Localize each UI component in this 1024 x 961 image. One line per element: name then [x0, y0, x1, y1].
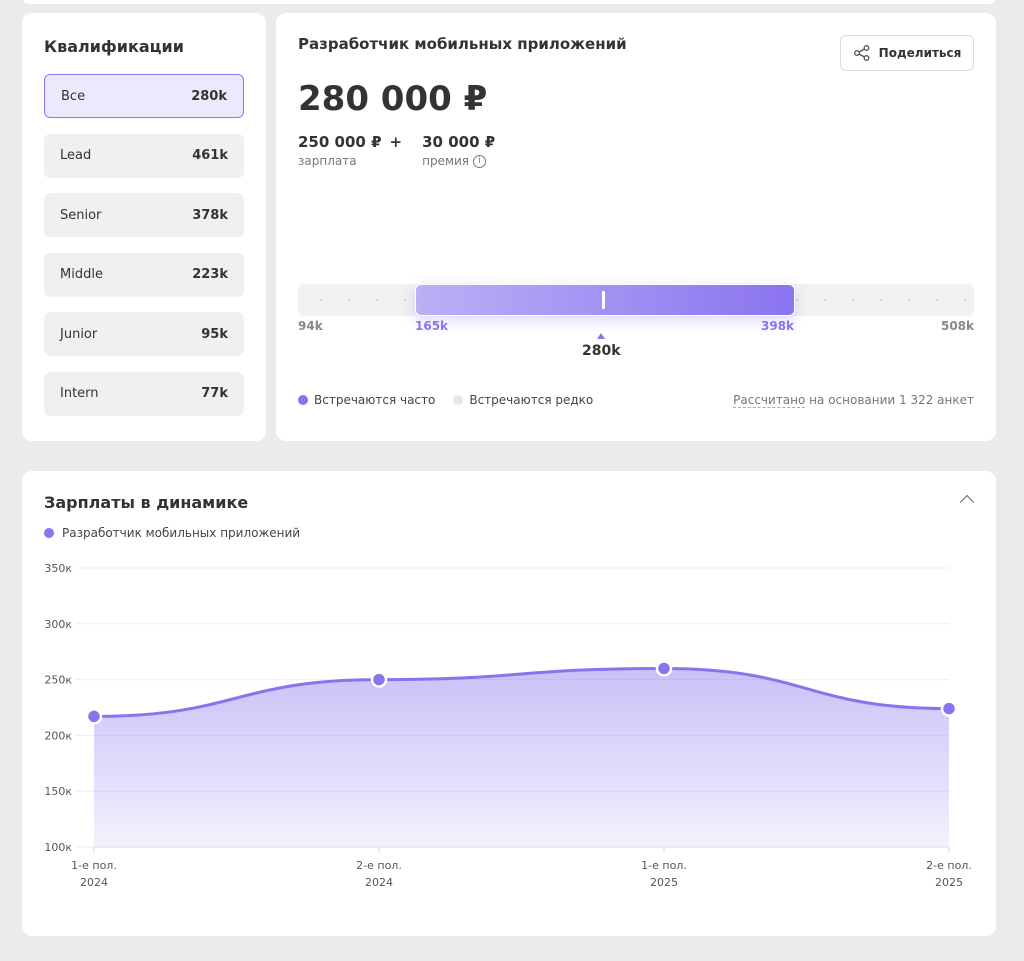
qualification-middle[interactable]: Middle 223k	[44, 252, 244, 297]
frequent-range	[415, 284, 795, 316]
data-point	[655, 660, 673, 677]
bar-dot	[852, 299, 854, 301]
bonus: 30 000 ₽	[422, 133, 496, 151]
x-tick-label: 2024	[80, 876, 108, 889]
median-marker	[602, 291, 605, 309]
bar-dot	[320, 299, 322, 301]
data-point	[85, 708, 103, 725]
qualification-junior[interactable]: Junior 95k	[44, 312, 244, 356]
x-tick-label: 2025	[935, 876, 963, 889]
bar-dot	[376, 299, 378, 301]
x-tick-label: 1-е пол.	[641, 859, 687, 872]
range-min: 94k	[298, 319, 323, 333]
qualification-lead[interactable]: Lead 461k	[44, 133, 244, 178]
y-tick-label: 100к	[44, 841, 72, 854]
bar-dot	[796, 299, 798, 301]
job-title: Разработчик мобильных приложений	[298, 35, 627, 53]
range-high: 398k	[761, 319, 795, 333]
median-label: 280k	[582, 333, 621, 359]
x-tick-label: 1-е пол.	[71, 859, 117, 872]
bar-dot	[348, 299, 350, 301]
x-tick-label: 2-е пол.	[926, 859, 972, 872]
base-salary: 250 000 ₽	[298, 133, 382, 151]
y-tick-label: 300к	[44, 618, 72, 631]
y-tick-label: 200к	[44, 729, 72, 742]
total-salary: 280 000 ₽	[298, 79, 488, 119]
top-card	[22, 0, 996, 4]
bar-dot	[880, 299, 882, 301]
series-area	[94, 668, 949, 847]
data-point	[940, 700, 958, 717]
y-tick-label: 150к	[44, 785, 72, 798]
dynamics-title: Зарплаты в динамике	[44, 493, 249, 512]
bar-dot	[936, 299, 938, 301]
series-dot	[44, 528, 54, 538]
qualification-все[interactable]: Все 280k	[44, 74, 244, 118]
range-low: 165k	[415, 319, 449, 333]
bar-dot	[824, 299, 826, 301]
bar-dot	[404, 299, 406, 301]
data-point	[370, 671, 388, 688]
salary-chart: 100к 150к 200к 250к 300к 350к 1-е пол. 2024 2-е …	[44, 562, 972, 889]
series-line	[93, 666, 950, 718]
bar-dot	[908, 299, 910, 301]
x-tick-label: 2024	[365, 876, 393, 889]
y-tick-label: 350к	[44, 562, 72, 575]
basis-note: Рассчитано на основании 1 322 анкет	[733, 393, 974, 408]
salary-panel: Разработчик мобильных приложений Поделит…	[276, 13, 996, 441]
frequent-dot	[298, 395, 308, 405]
qualifications-title: Квалификации	[44, 37, 184, 56]
dynamics-panel: Зарплаты в динамике Разработчик мобильны…	[22, 471, 996, 936]
x-tick-label: 2025	[650, 876, 678, 889]
share-button[interactable]: Поделиться	[840, 35, 974, 71]
qualification-senior[interactable]: Senior 378k	[44, 193, 244, 237]
qualification-intern[interactable]: Intern 77k	[44, 371, 244, 416]
info-icon[interactable]: i	[473, 154, 487, 168]
series-legend: Разработчик мобильных приложений	[62, 526, 301, 540]
qualifications-panel: Квалификации Все 280k Lead 461k Senior 378k Mi…	[22, 13, 266, 441]
rare-dot	[453, 395, 464, 405]
share-icon	[853, 45, 870, 61]
salary-range-bar	[298, 284, 974, 316]
basis-link[interactable]: Рассчитано	[733, 393, 806, 408]
x-tick-label: 2-е пол.	[356, 859, 402, 872]
range-max: 508k	[940, 319, 974, 333]
y-tick-label: 250к	[44, 674, 72, 687]
bar-dot	[964, 299, 966, 301]
